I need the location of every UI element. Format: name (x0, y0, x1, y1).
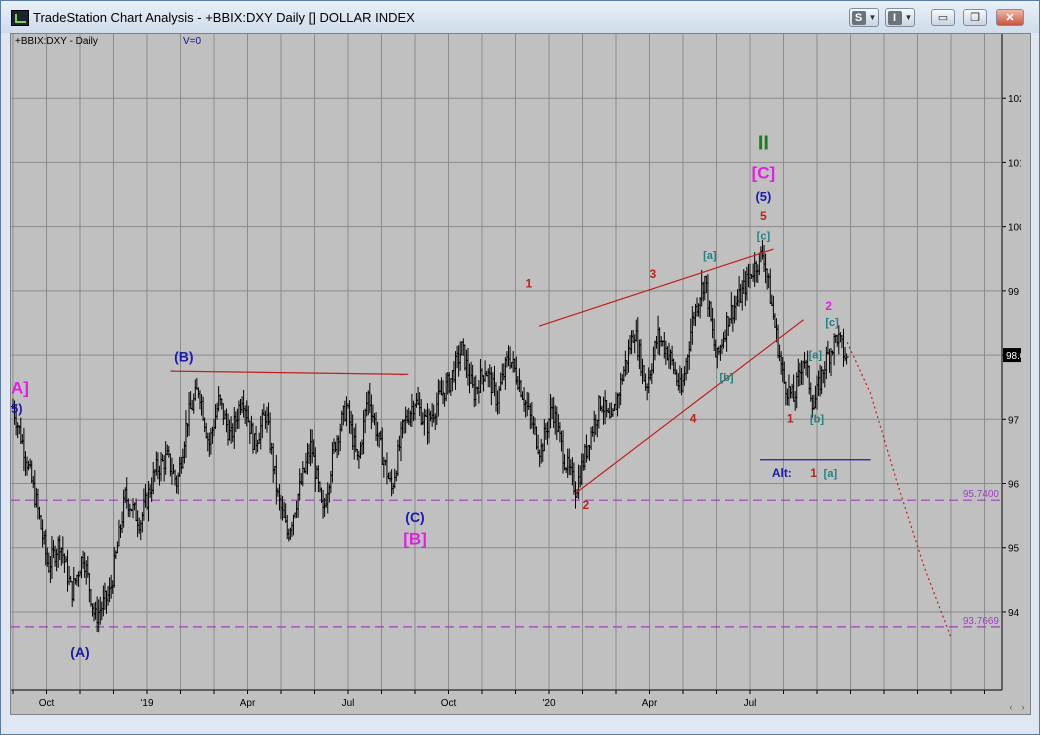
window-title: TradeStation Chart Analysis - +BBIX:DXY … (33, 10, 415, 25)
minimize-button[interactable]: ▭ (931, 9, 955, 26)
wave-label: (A) (70, 644, 89, 660)
wave-label: (5) (755, 189, 771, 204)
chevron-down-icon: ▼ (904, 13, 913, 22)
s-dropdown-button[interactable]: S ▼ (849, 8, 879, 27)
trend-line-upper-wedge (538, 248, 774, 327)
price-tick-label: 101 (1008, 158, 1025, 169)
wave-label: A] (11, 379, 29, 398)
i-badge: I (887, 10, 902, 25)
title-bar[interactable]: TradeStation Chart Analysis - +BBIX:DXY … (1, 1, 1039, 33)
support-level-label: 95.7400 (963, 489, 1000, 500)
price-tick-label: 99 (1008, 287, 1020, 298)
wave-label: [b] (720, 372, 734, 384)
wave-label: II (758, 133, 769, 155)
wave-label: Alt: (772, 466, 792, 480)
price-tick-label: 96 (1008, 480, 1020, 491)
wave-label: 5 (760, 209, 767, 223)
right-scrollbar[interactable] (1021, 34, 1030, 714)
wave-label: [a] (809, 349, 823, 361)
support-level-label: 93.7669 (963, 616, 1000, 627)
time-tick-label: Jul (744, 698, 757, 709)
wave-label: (B) (174, 349, 193, 365)
trend-line-lower-wedge (575, 319, 804, 494)
wave-label: [b] (810, 414, 824, 426)
wave-label: 5) (11, 401, 23, 416)
wave-label: [B] (403, 530, 427, 549)
time-tick-label: Oct (39, 698, 55, 709)
wave-label: 3 (650, 267, 657, 281)
wave-label: 1 (526, 277, 533, 291)
price-tick-label: 100 (1008, 223, 1025, 234)
time-tick-label: '19 (140, 698, 153, 709)
scroll-left-icon[interactable]: ‹ (1009, 702, 1013, 712)
price-chart[interactable]: 949596979899100101102Oct'19AprJulOct'20A… (10, 33, 1031, 715)
wave-label: 2 (825, 299, 832, 313)
bottom-scrollbar[interactable]: › ‹ (11, 700, 1030, 714)
volume-label: V=0 (183, 36, 202, 47)
wave-label: 1 (787, 412, 794, 426)
time-tick-label: Apr (240, 698, 256, 709)
wave-label: [a] (703, 250, 717, 262)
wave-label: 2 (583, 498, 590, 512)
s-badge: S (851, 10, 866, 25)
wave-label: 1 (810, 466, 817, 480)
i-dropdown-button[interactable]: I ▼ (885, 8, 915, 27)
price-tick-label: 97 (1008, 415, 1020, 426)
wave-label: 4 (690, 412, 697, 426)
wave-label: [a] (824, 468, 838, 480)
wave-label: (C) (405, 509, 424, 525)
symbol-label: +BBIX:DXY - Daily (15, 36, 98, 47)
tradestation-app-icon (11, 10, 29, 26)
last-price-label: 98.0 (1006, 351, 1026, 362)
chevron-down-icon: ▼ (868, 13, 877, 22)
wave-label: [c] (825, 317, 839, 329)
time-tick-label: Jul (342, 698, 355, 709)
projection-path (846, 341, 952, 638)
time-tick-label: Oct (441, 698, 457, 709)
scroll-right-icon[interactable]: › (1021, 702, 1025, 712)
time-tick-label: '20 (542, 698, 555, 709)
price-tick-label: 95 (1008, 544, 1020, 555)
maximize-button[interactable]: ❐ (963, 9, 987, 26)
wave-label: [C] (752, 163, 776, 182)
chart-plot: 949596979899100101102Oct'19AprJulOct'20A… (11, 34, 1030, 709)
time-tick-label: Apr (642, 698, 658, 709)
close-button[interactable]: ✕ (996, 9, 1024, 26)
price-tick-label: 94 (1008, 608, 1020, 619)
trend-line-flat-top (170, 370, 409, 375)
price-tick-label: 102 (1008, 94, 1025, 105)
wave-label: [c] (757, 230, 771, 242)
